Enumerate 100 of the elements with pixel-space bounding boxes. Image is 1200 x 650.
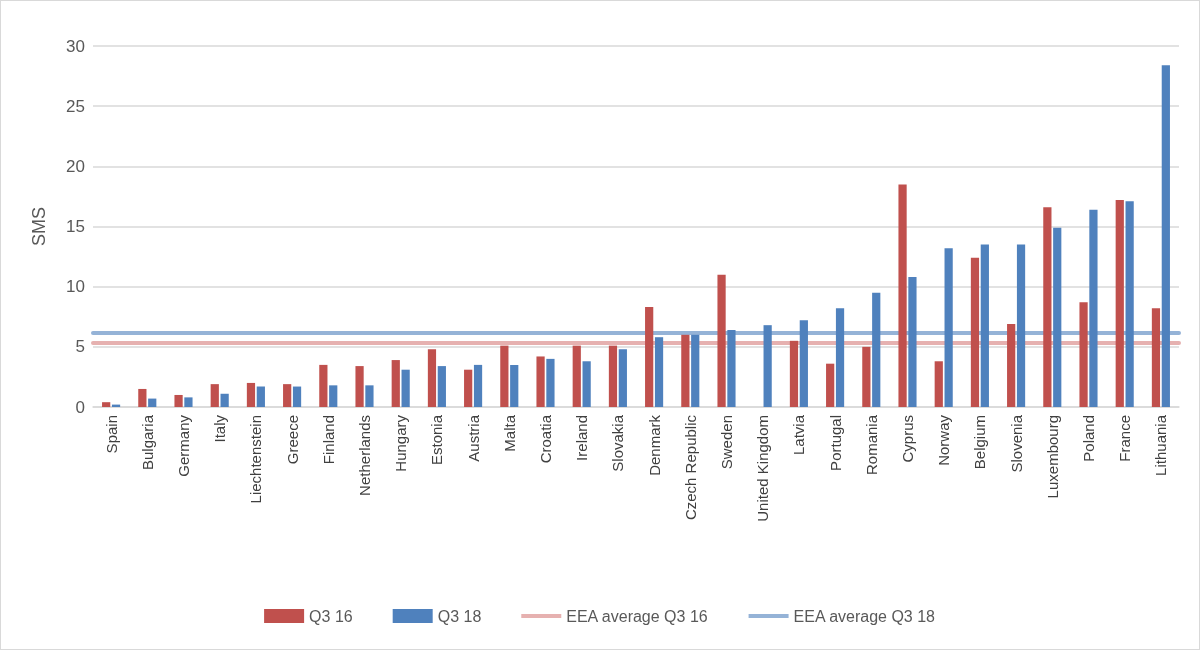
- bar: [908, 277, 917, 407]
- x-tick-label: Estonia: [428, 414, 446, 466]
- x-tick-label: Slovakia: [609, 414, 627, 472]
- bar: [1151, 308, 1161, 407]
- bar: [138, 388, 147, 407]
- bar: [572, 345, 581, 407]
- bar: [934, 361, 943, 407]
- bar: [582, 361, 591, 407]
- x-tick-label: Slovenia: [1007, 414, 1025, 473]
- bar: [1089, 209, 1098, 407]
- bar: [473, 364, 483, 407]
- bar: [500, 345, 509, 407]
- legend-label: Q3 18: [437, 607, 482, 625]
- x-tick-label: Denmark: [645, 414, 663, 476]
- x-tick-label: Sweden: [718, 415, 735, 470]
- y-tick-label: 15: [66, 217, 85, 236]
- bar: [1079, 302, 1088, 407]
- y-tick-label: 25: [66, 96, 85, 116]
- bar: [1016, 244, 1026, 407]
- bar: [365, 385, 374, 407]
- bar: [536, 356, 545, 407]
- y-tick-label: 30: [66, 36, 85, 56]
- bar: [898, 184, 907, 407]
- bar: [427, 349, 437, 407]
- x-tick-label: France: [1116, 415, 1134, 462]
- bar: [970, 257, 980, 407]
- x-tick-label: Norway: [935, 414, 953, 466]
- bar: [1161, 65, 1170, 407]
- bar: [681, 334, 690, 407]
- x-tick-label: Austria: [464, 414, 482, 462]
- bar: [210, 384, 219, 407]
- bar: [654, 337, 664, 407]
- y-tick-label: 10: [66, 277, 85, 297]
- bar: [546, 358, 555, 407]
- bar: [618, 349, 627, 407]
- x-tick-label: Malta: [500, 414, 518, 452]
- bar: [872, 292, 881, 407]
- y-tick-label: 20: [66, 156, 85, 176]
- y-axis-title: SMS: [29, 206, 49, 247]
- bar: [329, 385, 338, 407]
- bar: [184, 397, 193, 407]
- x-tick-label: Netherlands: [356, 415, 373, 496]
- x-tick-label: Romania: [862, 414, 880, 476]
- x-tick-label: Germany: [175, 414, 192, 477]
- legend-label: EEA average Q3 18: [793, 607, 936, 625]
- x-tick-label: Lithuania: [1152, 414, 1170, 476]
- bar: [256, 386, 265, 407]
- bar: [608, 345, 618, 407]
- x-tick-label: Hungary: [392, 414, 410, 472]
- bar: [727, 329, 736, 407]
- x-tick-label: Greece: [283, 415, 301, 465]
- bar: [319, 364, 328, 407]
- x-tick-label: Liechtenstein: [247, 415, 265, 504]
- x-tick-label: Latvia: [790, 414, 808, 456]
- x-tick-label: Cyprus: [899, 415, 916, 463]
- bar: [510, 364, 519, 407]
- bar: [691, 334, 700, 407]
- x-tick-label: Poland: [1080, 415, 1097, 462]
- x-tick-label: Ireland: [573, 415, 591, 461]
- x-tick-label: Czech Republic: [681, 414, 699, 521]
- x-tick-label: Luxembourg: [1043, 415, 1061, 499]
- bar: [1007, 323, 1016, 407]
- y-tick-label: 5: [75, 337, 85, 357]
- bar: [826, 363, 835, 407]
- bar: [1053, 227, 1062, 407]
- bar: [246, 382, 256, 407]
- bar: [944, 248, 953, 407]
- bar: [292, 386, 302, 407]
- bar: [763, 325, 772, 407]
- x-tick-label: Italy: [211, 414, 229, 443]
- x-tick-label: Bulgaria: [138, 414, 156, 471]
- bar: [174, 394, 183, 407]
- bar: [789, 340, 799, 407]
- bar: [645, 307, 654, 407]
- bar: [283, 384, 292, 407]
- x-tick-label: United Kingdom: [754, 415, 772, 522]
- x-tick-label: Finland: [319, 415, 337, 465]
- bar: [464, 369, 473, 407]
- legend-label: EEA average Q3 16: [566, 607, 708, 625]
- legend-label: Q3 16: [309, 607, 353, 625]
- bar: [980, 244, 989, 407]
- bar: [717, 274, 726, 407]
- bar: [355, 366, 364, 407]
- bar: [401, 369, 410, 407]
- x-tick-label: Portugal: [826, 415, 844, 471]
- x-tick-label: Belgium: [971, 415, 989, 470]
- bar: [220, 393, 229, 407]
- bar: [1043, 207, 1052, 407]
- bar: [862, 346, 871, 407]
- bar: [1115, 200, 1124, 407]
- x-tick-label: Croatia: [537, 414, 554, 464]
- bar: [148, 398, 157, 407]
- bar: [799, 320, 808, 407]
- bar: [391, 360, 400, 407]
- bar: [437, 366, 446, 407]
- x-tick-label: Spain: [102, 415, 120, 454]
- bar: [835, 308, 845, 407]
- y-tick-label: 0: [75, 397, 85, 417]
- bar: [102, 402, 111, 407]
- bar: [1125, 201, 1134, 407]
